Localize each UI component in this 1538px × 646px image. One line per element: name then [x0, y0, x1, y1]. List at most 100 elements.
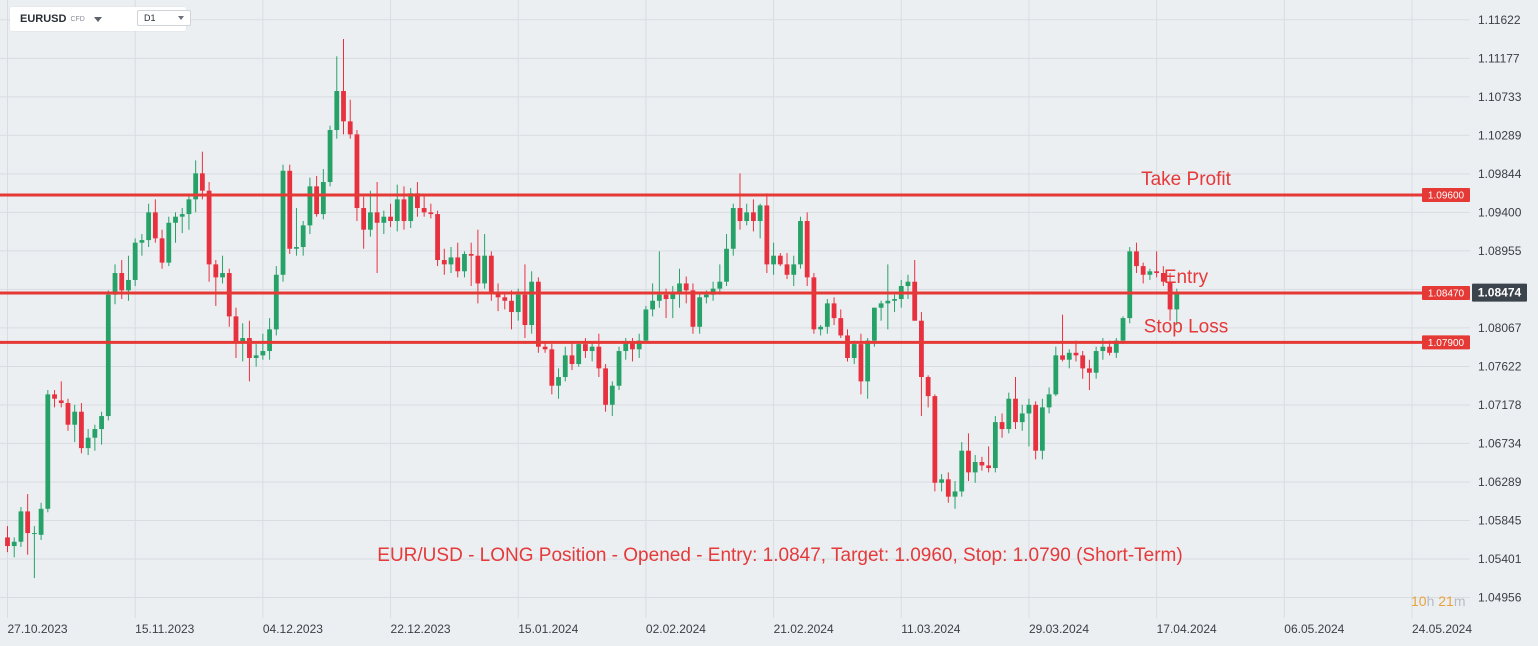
candle-body — [495, 292, 501, 298]
candle-body — [630, 342, 635, 350]
candle-bullish — [892, 294, 897, 313]
candle-bearish — [502, 292, 508, 310]
price-tick-label: 1.11622 — [1478, 13, 1521, 27]
candle-body — [717, 281, 723, 289]
candle-body — [388, 216, 393, 222]
candle-bearish — [1140, 262, 1146, 284]
candle-bearish — [979, 456, 985, 471]
candle-body — [193, 173, 199, 200]
candle-body — [166, 222, 172, 263]
candle-body — [542, 346, 548, 350]
candle-body — [509, 300, 514, 313]
symbol-selector[interactable]: EURUSD CFD — [10, 7, 130, 31]
candle-body — [455, 257, 461, 272]
timeframe-label: D1 — [144, 13, 156, 23]
candle-bearish — [5, 526, 10, 553]
candle-body — [213, 264, 219, 278]
candle-bullish — [307, 177, 313, 235]
candle-body — [798, 221, 803, 265]
price-tick-label: 1.09400 — [1478, 205, 1522, 219]
candle-bearish — [361, 196, 367, 249]
candle-bullish — [656, 251, 662, 308]
candle-bearish — [838, 309, 844, 339]
candle-body — [441, 260, 447, 265]
candle-bearish — [535, 277, 541, 353]
candle-body — [58, 400, 64, 404]
candle-body — [300, 225, 306, 248]
candle-bearish — [1167, 273, 1173, 321]
candle-bullish — [697, 292, 703, 334]
candle-bearish — [683, 276, 689, 304]
candle-bearish — [542, 342, 548, 353]
candle-body — [1107, 346, 1112, 353]
candle-bullish — [273, 266, 279, 336]
candle-bullish — [885, 264, 891, 330]
candle-body — [1167, 281, 1173, 310]
candle-bearish — [945, 472, 951, 503]
candle-bearish — [441, 248, 447, 275]
candle-bullish — [280, 164, 286, 282]
timeframe-selector[interactable]: D1 — [137, 10, 191, 26]
price-tick-label: 1.05401 — [1478, 552, 1522, 566]
candle-bullish — [38, 502, 44, 540]
candle-bullish — [448, 247, 454, 274]
candle-body — [267, 329, 272, 352]
candle-body — [92, 429, 98, 438]
candle-body — [488, 255, 494, 293]
candle-body — [65, 403, 71, 425]
candle-bullish — [650, 283, 656, 317]
price-tick-label: 1.09844 — [1478, 167, 1522, 181]
candle-countdown: 10h 21m — [1411, 593, 1466, 609]
candle-bullish — [1174, 288, 1180, 326]
candle-bullish — [482, 234, 488, 289]
date-tick-label: 17.04.2024 — [1157, 622, 1217, 636]
candle-bullish — [589, 342, 595, 362]
candle-body — [529, 281, 535, 326]
candle-body — [892, 299, 897, 301]
candle-bearish — [811, 273, 817, 334]
candle-body — [515, 294, 521, 313]
candle-body — [1073, 352, 1079, 356]
candle-bullish — [179, 208, 185, 234]
countdown-minutes-unit: m — [1453, 593, 1466, 609]
candle-body — [374, 212, 380, 223]
candle-bearish — [932, 394, 938, 492]
candle-body — [919, 320, 924, 378]
countdown-hours: 10 — [1411, 593, 1427, 609]
candle-bearish — [845, 329, 850, 362]
candle-bullish — [1066, 349, 1072, 369]
candle-bullish — [85, 429, 91, 456]
candle-bullish — [1053, 346, 1059, 397]
candle-body — [1154, 271, 1160, 274]
candle-body — [677, 283, 682, 293]
candle-bearish — [925, 375, 931, 408]
candle-bullish — [562, 346, 568, 382]
candle-bearish — [603, 364, 608, 412]
candle-body — [556, 377, 561, 386]
chevron-down-icon — [93, 16, 102, 22]
price-tick-label: 1.11177 — [1478, 51, 1520, 65]
candle-bullish — [636, 333, 642, 358]
candle-bullish — [1147, 268, 1153, 280]
candle-body — [199, 173, 205, 191]
candle-bullish — [186, 195, 192, 230]
candle-body — [1053, 355, 1059, 395]
candle-bearish — [247, 320, 252, 382]
candle-body — [253, 355, 259, 358]
candle-bullish — [556, 368, 561, 399]
candle-bearish — [65, 398, 71, 431]
price-tick-label: 1.07622 — [1478, 359, 1522, 373]
candle-bullish — [791, 255, 797, 287]
candle-bullish — [717, 264, 723, 295]
countdown-minutes: 21 — [1438, 593, 1454, 609]
date-tick-label: 06.05.2024 — [1284, 622, 1344, 636]
candle-bullish — [677, 268, 682, 308]
candle-bullish — [1039, 398, 1045, 460]
candle-bullish — [952, 481, 958, 509]
candle-bearish — [226, 268, 232, 327]
candle-body — [247, 338, 252, 358]
candle-body — [583, 344, 588, 352]
date-tick-label: 02.02.2024 — [646, 622, 706, 636]
candle-body — [690, 290, 696, 327]
